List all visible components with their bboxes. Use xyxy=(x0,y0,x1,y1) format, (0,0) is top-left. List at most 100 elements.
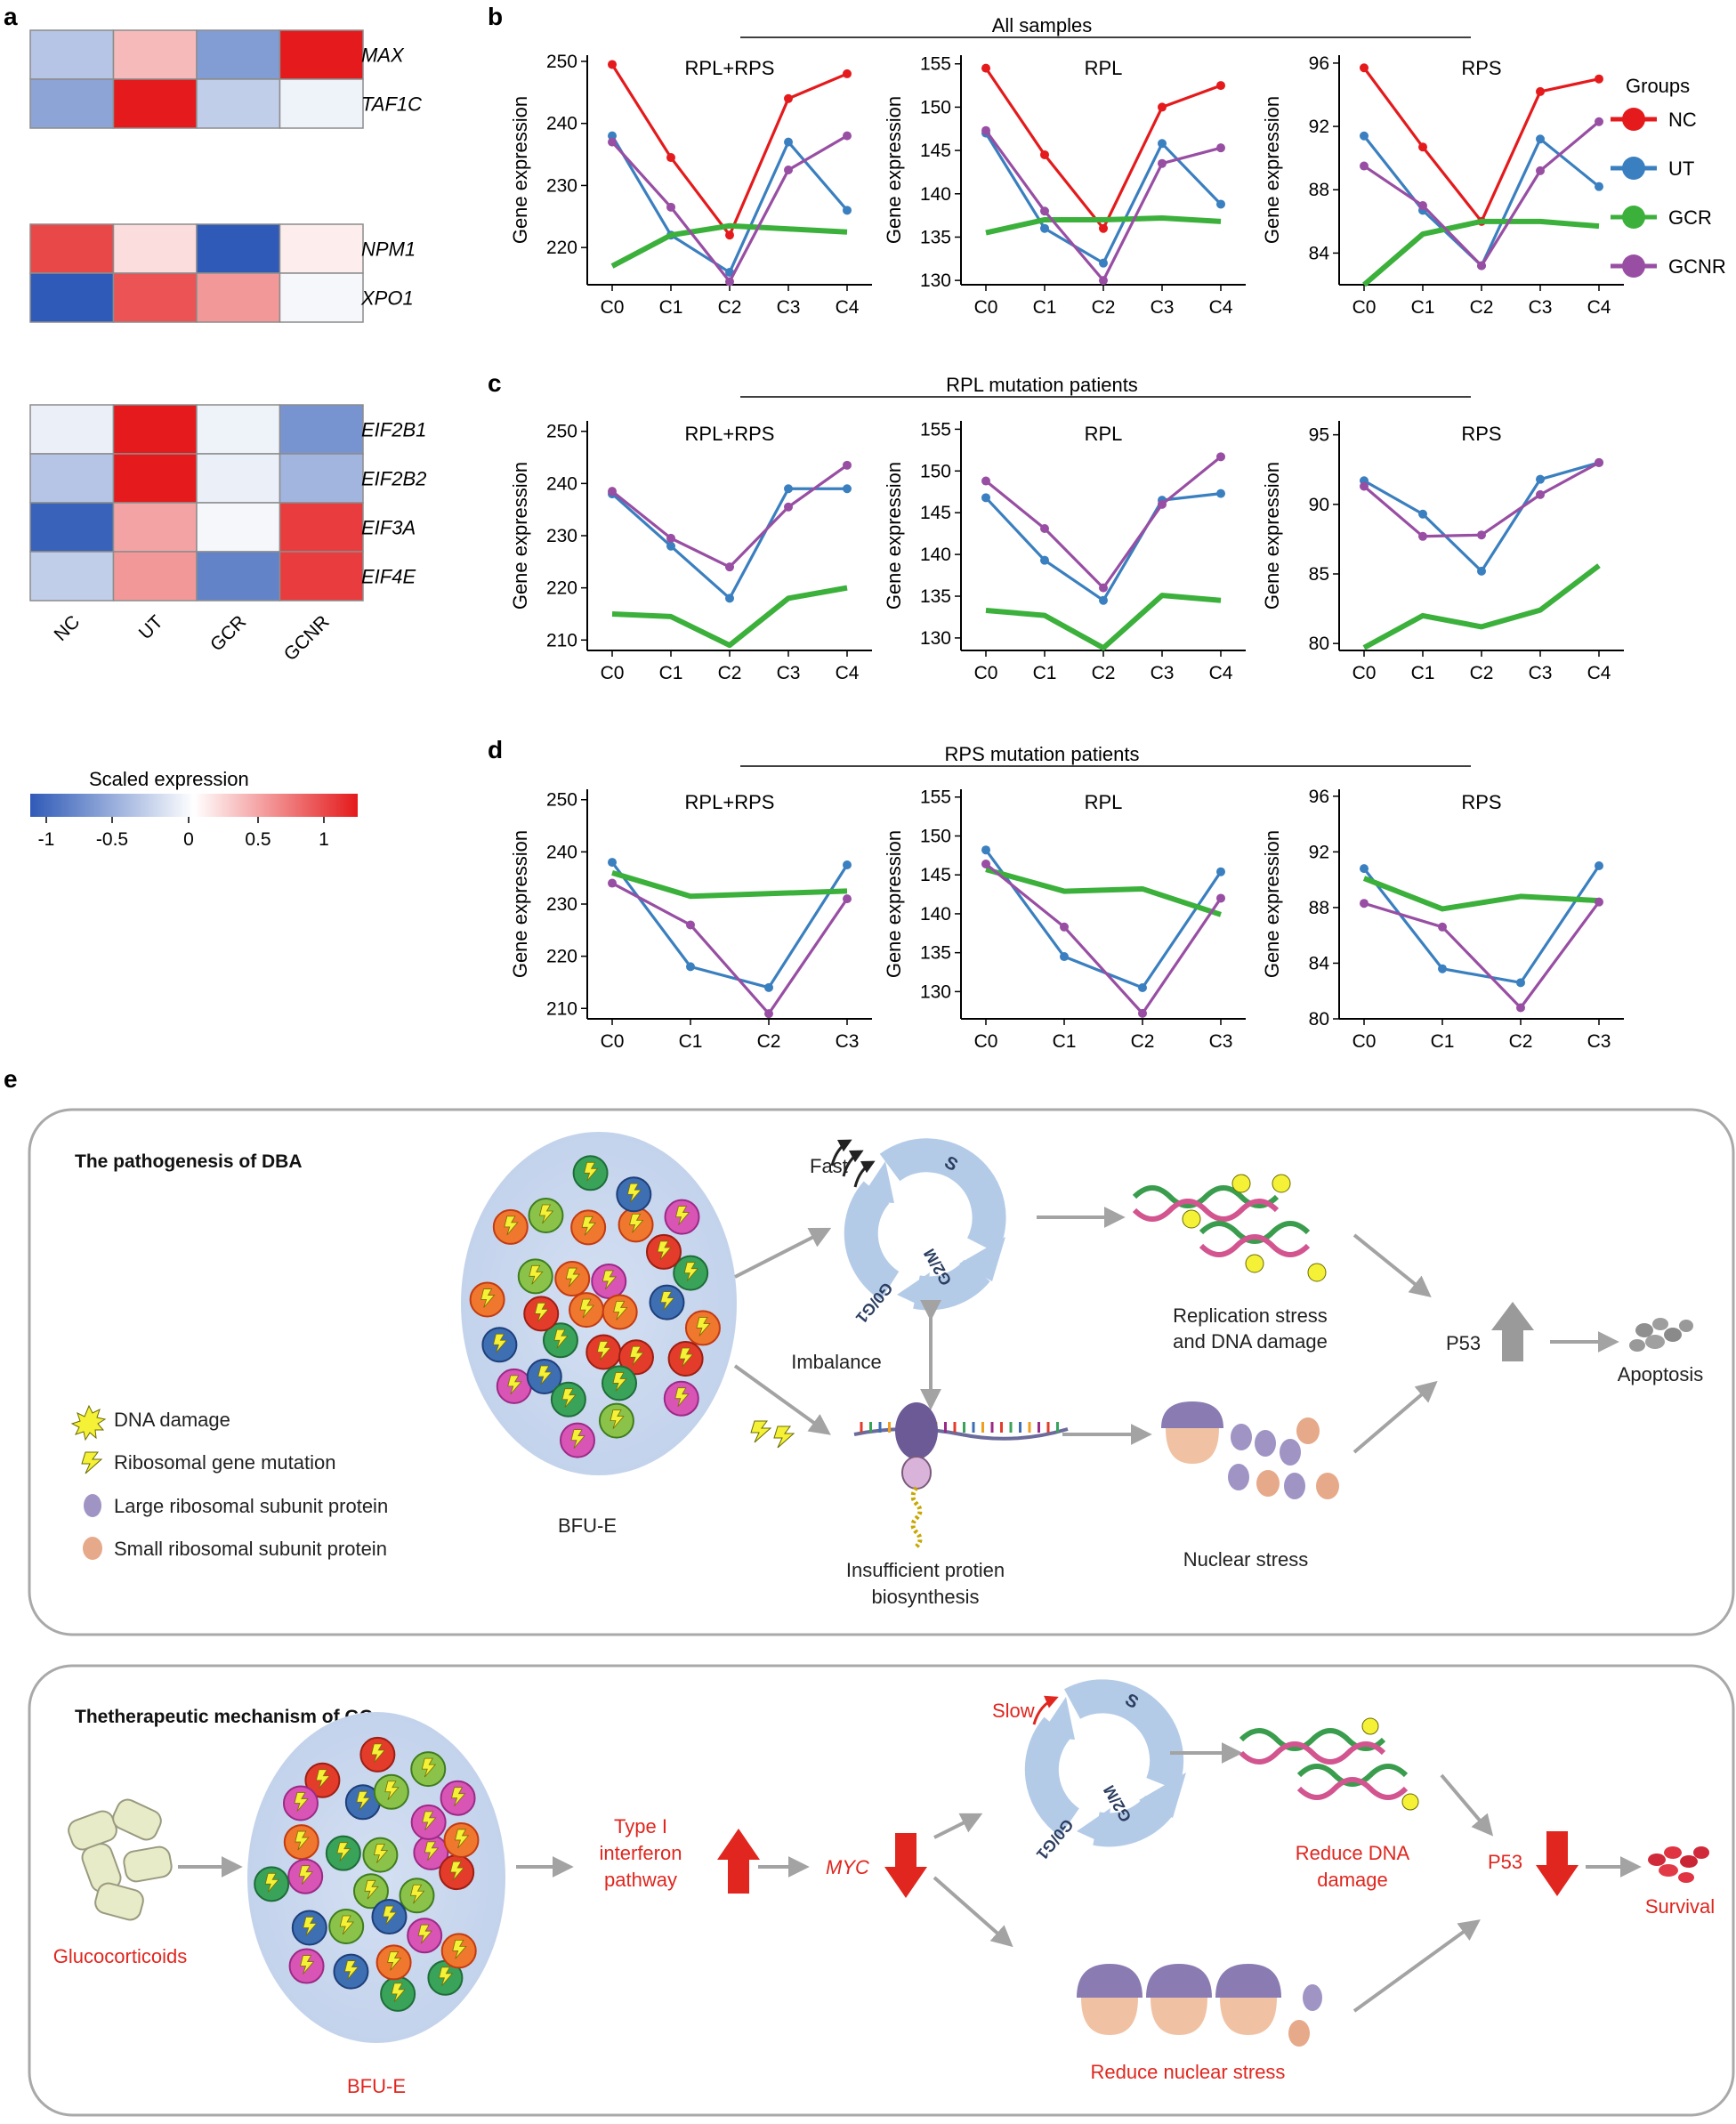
diagram-pathogenesis: The pathogenesis of DBA DNA damage Ribos… xyxy=(28,1108,1735,1636)
g0g1-arc xyxy=(844,1181,900,1300)
pathogenesis-title: The pathogenesis of DBA xyxy=(75,1151,303,1172)
y-tick-label: 90 xyxy=(1309,495,1329,515)
data-point-gcnr xyxy=(843,131,852,141)
series-line-ut xyxy=(984,849,1223,989)
chart-title: RPS xyxy=(1461,57,1501,79)
erythroid-cell xyxy=(469,1281,505,1318)
gene-label: TAF1C xyxy=(361,93,422,116)
svg-text:RPL mutation patients: RPL mutation patients xyxy=(946,374,1138,396)
heatmap-cell xyxy=(196,502,281,553)
ribosome-translation xyxy=(853,1402,1069,1548)
colorbar-tick-label: 0.5 xyxy=(245,829,270,850)
series-line-gcr xyxy=(1362,218,1600,287)
x-tick-label: C2 xyxy=(1092,297,1116,318)
heatmap: MAX TAF1C NPM1 XPO1 EIF2B1 EIF2B2 EIF3A EIF4E NC… xyxy=(29,29,426,665)
apoptosis-icon xyxy=(1629,1318,1693,1352)
y-tick-label: 84 xyxy=(1309,953,1330,973)
legend-marker xyxy=(1622,254,1645,278)
data-point-ut xyxy=(1216,489,1225,498)
svg-text:Ribosomal gene mutation: Ribosomal gene mutation xyxy=(114,1451,335,1474)
y-tick-label: 135 xyxy=(920,586,951,607)
data-point-ut xyxy=(981,845,990,855)
heatmap-cell xyxy=(196,551,281,602)
heatmap-cell xyxy=(196,404,281,455)
data-point-ut xyxy=(843,860,852,870)
x-tick-label: C1 xyxy=(659,297,683,318)
erythroid-cell xyxy=(333,1953,369,1990)
apoptosis-label: Apoptosis xyxy=(1618,1363,1704,1385)
dna-damage-icon xyxy=(1272,1174,1291,1193)
mutation-legend: Ribosomal gene mutation xyxy=(81,1451,335,1474)
x-tick-label: C4 xyxy=(836,297,860,318)
erythroid-cell xyxy=(282,1785,319,1821)
x-tick-label: C0 xyxy=(974,663,998,683)
heatmap-cell xyxy=(279,272,364,323)
colorbar-title: Scaled expression xyxy=(89,768,249,790)
erythroid-cell xyxy=(616,1176,652,1213)
y-tick-label: 210 xyxy=(546,630,577,650)
data-point-nc xyxy=(666,153,675,163)
ifn-label-1: Type I xyxy=(614,1815,667,1837)
data-point-nc xyxy=(784,93,793,103)
data-point-gcnr xyxy=(608,878,617,888)
erythroid-cell xyxy=(283,1824,319,1861)
erythroid-cell xyxy=(492,1208,529,1245)
data-point-nc xyxy=(1040,149,1049,159)
erythroid-cell xyxy=(399,1878,435,1914)
heatmap-cell xyxy=(112,404,198,455)
heatmap-cell xyxy=(112,29,198,80)
ribosomal-proteins xyxy=(1161,1401,1339,1499)
data-point-ut xyxy=(1040,555,1049,565)
dna-damage-label: and DNA damage xyxy=(1173,1330,1328,1353)
panel-label-c: c xyxy=(488,369,502,397)
therapeutic-box xyxy=(28,1664,1735,2117)
y-tick-label: 145 xyxy=(920,503,951,523)
diagram-therapeutic: Thetherapeutic mechanism of GCs Glucocor… xyxy=(28,1664,1735,2117)
bfu-e-label-gc: BFU-E xyxy=(347,2075,406,2097)
ifn-label-3: pathway xyxy=(604,1869,677,1891)
y-axis-label: Gene expression xyxy=(509,830,531,978)
chart-title: RPS xyxy=(1461,423,1501,445)
y-tick-label: 155 xyxy=(920,54,951,75)
data-point-gcnr xyxy=(764,1009,773,1019)
data-point-ut xyxy=(1595,182,1603,191)
mrna-strand xyxy=(853,1427,1069,1441)
heatmap-cell xyxy=(112,223,198,274)
erythroid-cell xyxy=(304,1762,341,1798)
heatmap-cell xyxy=(279,223,364,274)
data-point-nc xyxy=(608,60,617,69)
protein-label-2: biosynthesis xyxy=(871,1586,979,1608)
legend-label: GCR xyxy=(1668,206,1712,229)
legend-marker xyxy=(1622,206,1645,229)
bfu-cells xyxy=(469,1155,721,1458)
dna-damage-icon xyxy=(1245,1254,1264,1273)
data-point-ut xyxy=(686,962,695,972)
y-tick-label: 140 xyxy=(920,545,951,565)
p53-label: P53 xyxy=(1446,1332,1481,1354)
y-tick-label: 130 xyxy=(920,271,951,291)
data-point-ut xyxy=(1060,952,1069,962)
erythroid-cell xyxy=(664,1199,700,1235)
series-line-gcr xyxy=(1362,876,1600,912)
y-axis-label: Gene expression xyxy=(883,830,905,978)
y-tick-label: 210 xyxy=(546,998,577,1019)
erythroid-cell xyxy=(291,1910,327,1946)
svg-text:DNA damage: DNA damage xyxy=(114,1409,230,1431)
y-tick-label: 250 xyxy=(546,790,577,811)
gene-label: EIF3A xyxy=(361,517,416,539)
x-tick-label: C1 xyxy=(679,1031,703,1052)
heatmap-cell xyxy=(279,29,364,80)
legend-label: NC xyxy=(1668,109,1697,131)
erythroid-cell xyxy=(554,1261,591,1297)
y-tick-label: 85 xyxy=(1309,564,1329,585)
data-point-gcnr xyxy=(1360,161,1369,171)
down-arrow-icon xyxy=(1536,1831,1579,1896)
y-tick-label: 88 xyxy=(1309,180,1329,200)
therapeutic-title: Thetherapeutic mechanism of GCs xyxy=(75,1707,384,1727)
line-chart-b2: 130 135 140 145 150 155 C0 C1 C2 C3 C4 Gene express… xyxy=(883,54,1246,318)
erythroid-cell xyxy=(526,1358,562,1394)
data-point-ut xyxy=(764,982,773,992)
data-point-nc xyxy=(1418,142,1427,152)
small-subunit-legend: Small ribosomal subunit protein xyxy=(83,1537,387,1560)
